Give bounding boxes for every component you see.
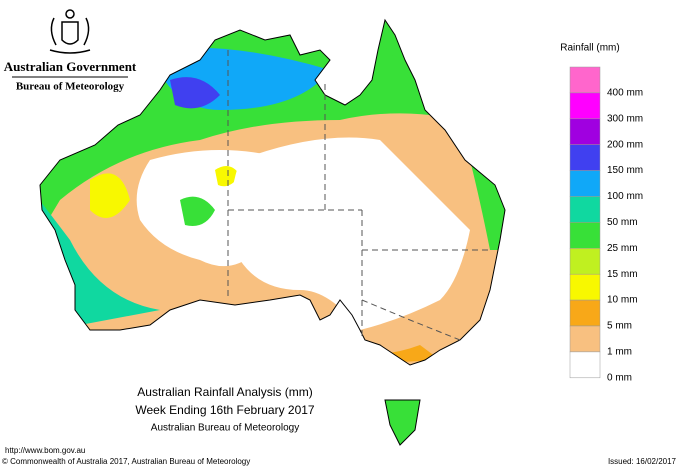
legend-label: 200 mm bbox=[607, 139, 643, 150]
issued-date: Issued: 16/02/2017 bbox=[608, 457, 677, 466]
agency-name: Bureau of Meteorology bbox=[16, 81, 125, 93]
legend-swatch bbox=[569, 196, 601, 223]
government-name: Australian Government bbox=[4, 59, 137, 74]
legend-label: 25 mm bbox=[607, 243, 638, 254]
legend-swatch bbox=[569, 325, 601, 353]
legend-label: 5 mm bbox=[607, 321, 632, 332]
legend-title: Rainfall (mm) bbox=[560, 43, 619, 54]
legend-swatch bbox=[569, 92, 601, 120]
coastline bbox=[39, 18, 506, 446]
map-source: Australian Bureau of Meteorology bbox=[151, 423, 299, 434]
copyright: © Commonwealth of Australia 2017, Austra… bbox=[2, 457, 250, 466]
legend-swatch bbox=[569, 248, 601, 275]
legend-swatch bbox=[569, 222, 601, 249]
legend-swatch bbox=[569, 273, 601, 301]
legend-label: 150 mm bbox=[607, 165, 643, 176]
legend: 400 mm 300 mm 200 mm 150 mm 100 mm 50 mm 25 mm… bbox=[569, 66, 643, 383]
legend-label: 300 mm bbox=[607, 113, 643, 124]
legend-swatch bbox=[569, 299, 601, 327]
legend-label: 1 mm bbox=[607, 347, 632, 358]
legend-swatch bbox=[569, 144, 601, 171]
legend-swatch bbox=[569, 118, 601, 145]
legend-label: 400 mm bbox=[607, 88, 643, 99]
crest bbox=[49, 9, 91, 54]
url: http://www.bom.gov.au bbox=[5, 446, 85, 455]
legend-swatch bbox=[569, 351, 601, 379]
legend-label: 0 mm bbox=[607, 372, 632, 383]
legend-swatch bbox=[569, 170, 601, 197]
legend-label: 10 mm bbox=[607, 295, 638, 306]
legend-label: 100 mm bbox=[607, 191, 643, 202]
map-subtitle: Week Ending 16th February 2017 bbox=[135, 403, 315, 417]
legend-swatch bbox=[569, 66, 601, 94]
map-title: Australian Rainfall Analysis (mm) bbox=[137, 385, 312, 399]
state-borders bbox=[227, 50, 492, 341]
legend-label: 50 mm bbox=[607, 217, 638, 228]
legend-label: 15 mm bbox=[607, 269, 638, 280]
